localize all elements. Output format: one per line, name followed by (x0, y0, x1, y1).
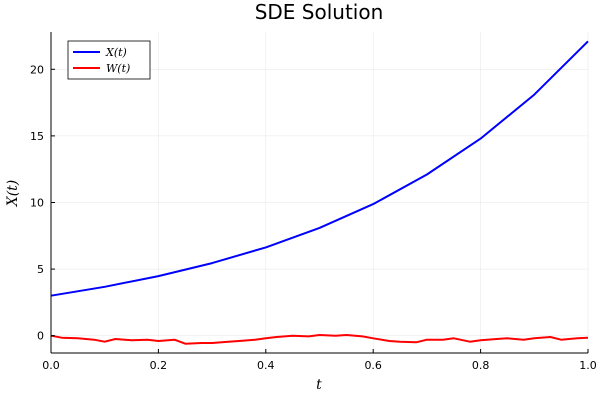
x-tick-label: 1.0 (579, 359, 597, 372)
x-tick-label: 0.6 (364, 359, 382, 372)
y-tick-label: 15 (30, 130, 44, 143)
legend-label-w: W(t) (106, 62, 130, 75)
x-tick-label: 0.8 (472, 359, 490, 372)
x-tick-label: 0.0 (42, 359, 60, 372)
y-tick-label: 10 (30, 196, 44, 209)
x-axis-label: t (316, 377, 322, 393)
axes: 0.0 0.2 0.4 0.6 0.8 1.0 0 5 10 15 20 (30, 32, 597, 372)
series-lines (50, 40, 589, 345)
grid-lines (50, 32, 589, 353)
legend-label-x: X(t) (105, 46, 127, 59)
y-tick-label: 20 (30, 63, 44, 76)
chart-title: SDE Solution (255, 0, 384, 24)
y-tick-label: 5 (37, 263, 44, 276)
x-tick-label: 0.2 (150, 359, 168, 372)
series-line-w (50, 334, 589, 345)
x-tick-label: 0.4 (257, 359, 275, 372)
series-line-x (50, 40, 589, 297)
legend-box (67, 40, 151, 80)
y-tick-label: 0 (37, 330, 44, 343)
y-axis-label: X(t) (5, 180, 21, 208)
legend: X(t) W(t) (67, 40, 151, 80)
